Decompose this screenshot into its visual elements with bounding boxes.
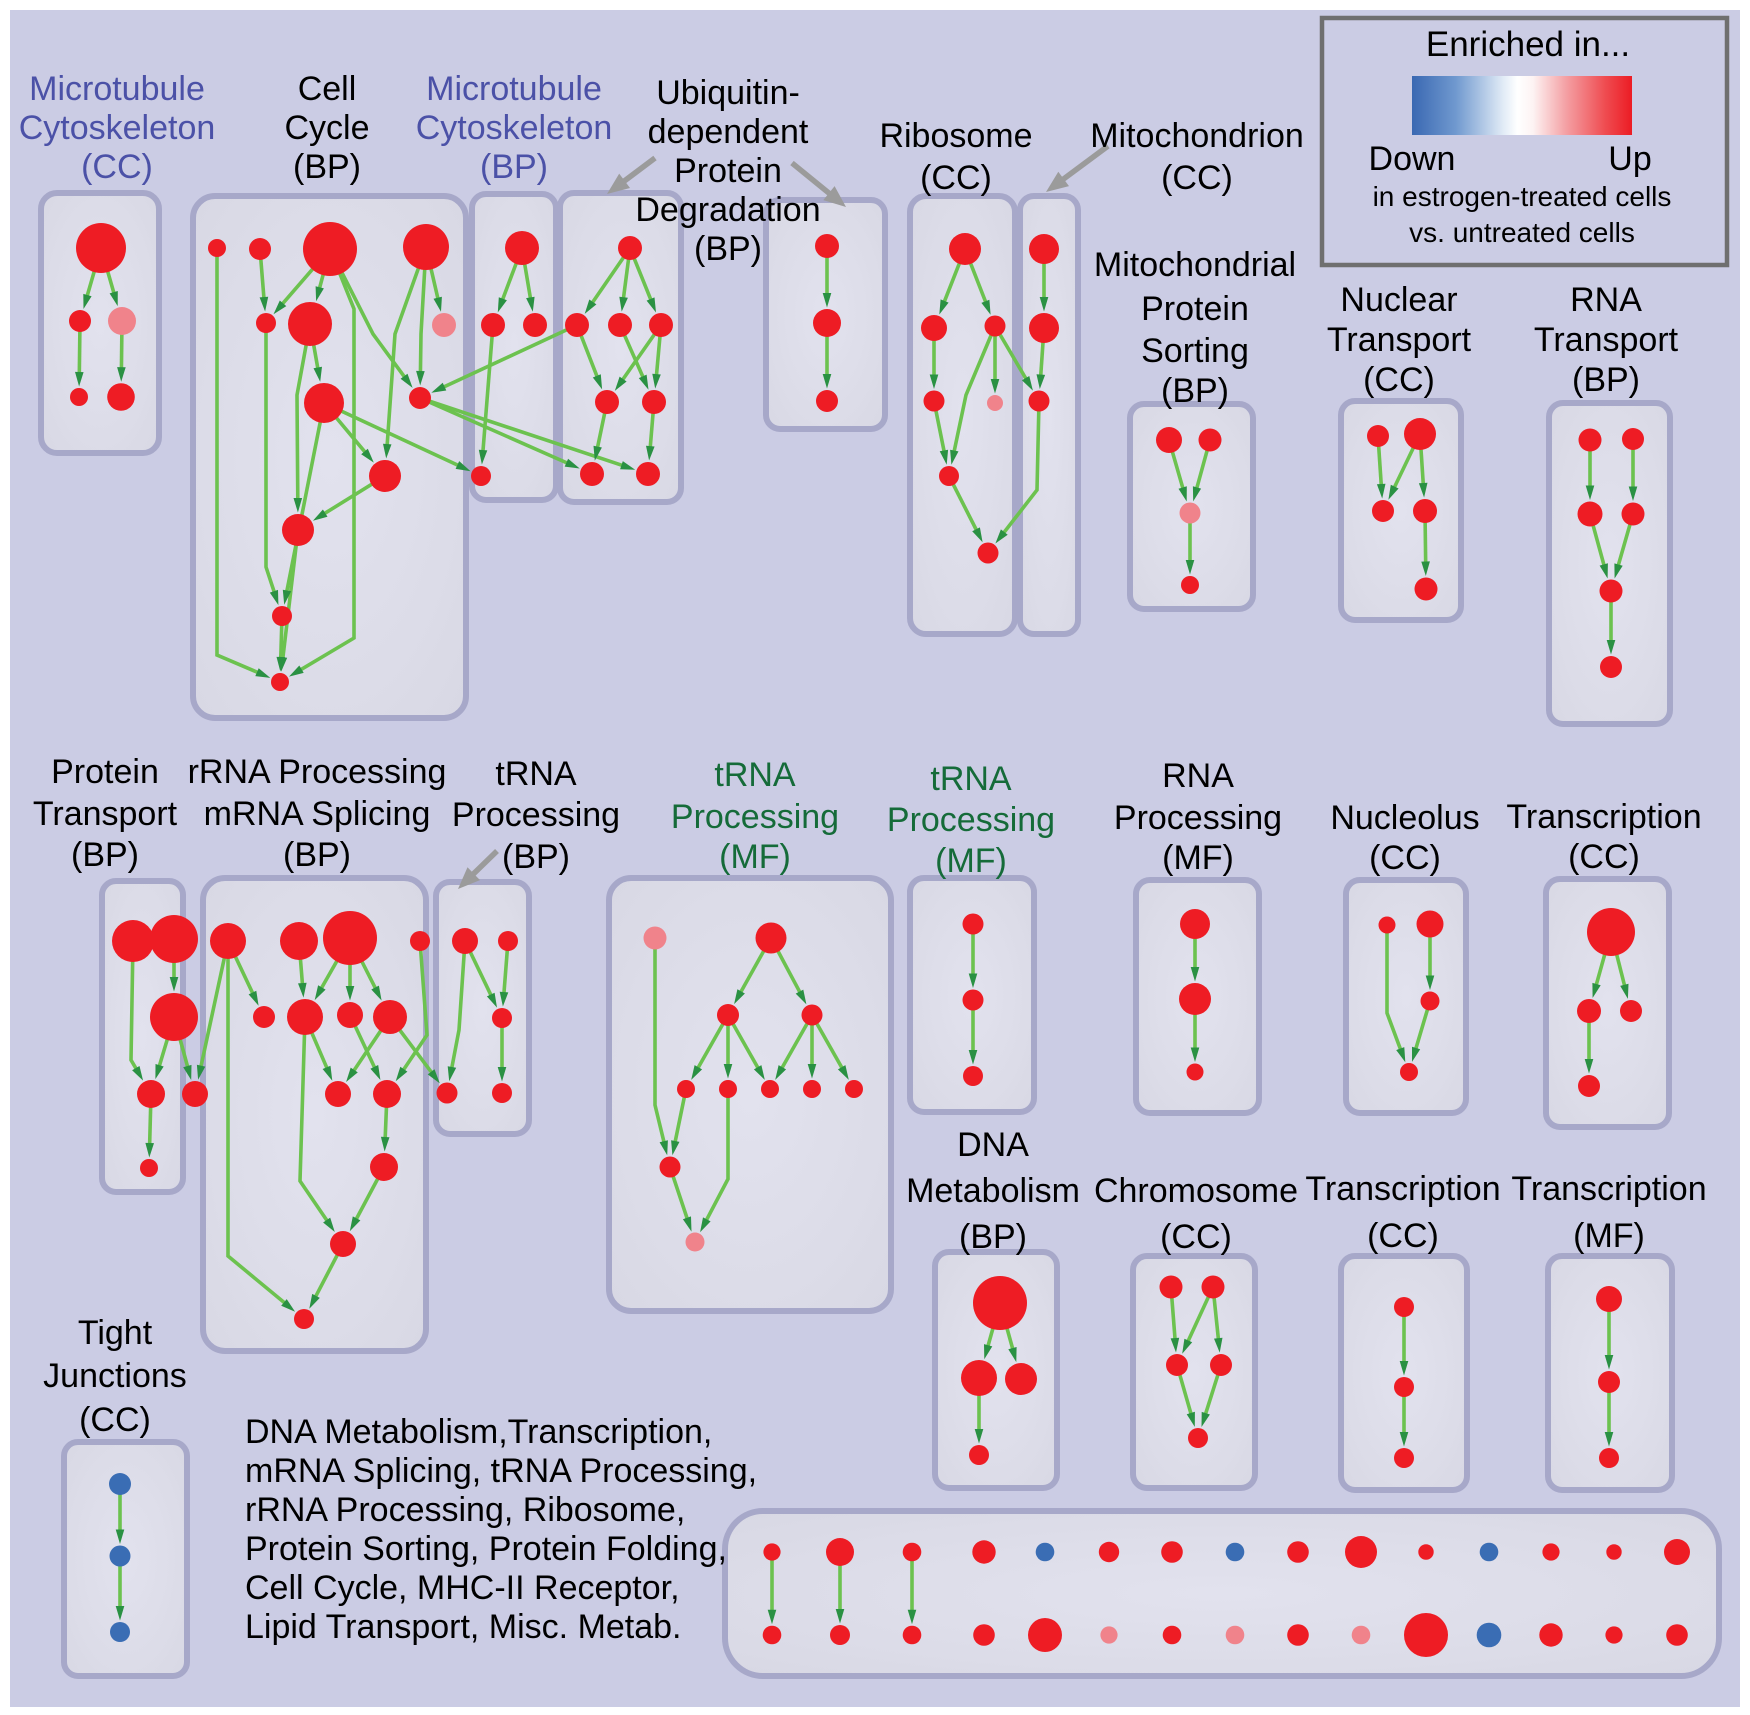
- svg-text:(BP): (BP): [959, 1218, 1027, 1256]
- svg-text:Up: Up: [1608, 140, 1651, 178]
- svg-text:Cell: Cell: [298, 70, 357, 108]
- svg-text:(BP): (BP): [1161, 372, 1229, 410]
- svg-text:Transport: Transport: [1327, 321, 1472, 359]
- svg-text:(MF): (MF): [1162, 839, 1234, 877]
- svg-text:(CC): (CC): [1369, 839, 1441, 877]
- svg-text:Ribosome: Ribosome: [879, 117, 1032, 155]
- svg-text:(CC): (CC): [79, 1401, 151, 1439]
- svg-text:Cycle: Cycle: [284, 109, 369, 147]
- svg-text:Cytoskeleton: Cytoskeleton: [19, 109, 216, 147]
- svg-text:(CC): (CC): [1367, 1217, 1439, 1255]
- svg-text:Transcription: Transcription: [1511, 1170, 1706, 1208]
- svg-text:(BP): (BP): [71, 836, 139, 874]
- svg-text:Processing: Processing: [1114, 799, 1282, 837]
- svg-text:Tight: Tight: [78, 1314, 153, 1352]
- svg-text:Junctions: Junctions: [43, 1357, 187, 1395]
- svg-text:Protein: Protein: [1141, 290, 1249, 328]
- svg-text:Cytoskeleton: Cytoskeleton: [416, 109, 613, 147]
- svg-text:Processing: Processing: [452, 796, 620, 834]
- svg-text:mRNA Splicing, tRNA Processing: mRNA Splicing, tRNA Processing,: [245, 1452, 757, 1490]
- svg-text:(BP): (BP): [293, 148, 361, 186]
- svg-text:(BP): (BP): [1572, 361, 1640, 399]
- svg-text:Metabolism: Metabolism: [906, 1172, 1080, 1210]
- svg-text:(CC): (CC): [1363, 361, 1435, 399]
- svg-text:(MF): (MF): [935, 842, 1007, 880]
- svg-text:Cell Cycle, MHC-II Receptor,: Cell Cycle, MHC-II Receptor,: [245, 1569, 680, 1607]
- svg-text:Mitochondrion: Mitochondrion: [1090, 117, 1304, 155]
- svg-text:Nucleolus: Nucleolus: [1330, 799, 1479, 837]
- svg-text:Nuclear: Nuclear: [1340, 281, 1457, 319]
- svg-text:(BP): (BP): [694, 230, 762, 268]
- svg-text:Microtubule: Microtubule: [29, 70, 205, 108]
- svg-text:Processing: Processing: [671, 798, 839, 836]
- svg-text:(CC): (CC): [81, 148, 153, 186]
- svg-text:Sorting: Sorting: [1141, 332, 1249, 370]
- svg-text:(CC): (CC): [920, 159, 992, 197]
- svg-text:Protein: Protein: [51, 753, 159, 791]
- svg-text:Transport: Transport: [33, 795, 178, 833]
- svg-text:Microtubule: Microtubule: [426, 70, 602, 108]
- svg-text:tRNA: tRNA: [495, 755, 577, 793]
- svg-text:Chromosome: Chromosome: [1094, 1172, 1298, 1210]
- svg-text:tRNA: tRNA: [714, 756, 796, 794]
- svg-text:(BP): (BP): [502, 838, 570, 876]
- svg-text:(BP): (BP): [283, 836, 351, 874]
- svg-text:(BP): (BP): [480, 148, 548, 186]
- svg-text:DNA Metabolism,Transcription,: DNA Metabolism,Transcription,: [245, 1413, 712, 1451]
- svg-text:Ubiquitin-: Ubiquitin-: [656, 74, 800, 112]
- svg-text:tRNA: tRNA: [930, 760, 1012, 798]
- svg-text:DNA: DNA: [957, 1126, 1029, 1164]
- svg-text:in estrogen-treated cells: in estrogen-treated cells: [1373, 181, 1672, 212]
- svg-text:Enriched in...: Enriched in...: [1426, 25, 1630, 64]
- svg-text:(MF): (MF): [719, 838, 791, 876]
- svg-text:vs. untreated cells: vs. untreated cells: [1409, 217, 1635, 248]
- svg-text:RNA: RNA: [1162, 757, 1234, 795]
- svg-text:(CC): (CC): [1160, 1218, 1232, 1256]
- svg-text:Protein: Protein: [674, 152, 782, 190]
- svg-text:dependent: dependent: [648, 113, 809, 151]
- svg-text:Down: Down: [1369, 140, 1456, 178]
- svg-text:Mitochondrial: Mitochondrial: [1094, 246, 1296, 284]
- svg-text:mRNA Splicing: mRNA Splicing: [204, 795, 431, 833]
- svg-text:(CC): (CC): [1161, 159, 1233, 197]
- svg-text:RNA: RNA: [1570, 281, 1642, 319]
- svg-text:(CC): (CC): [1568, 838, 1640, 876]
- svg-text:rRNA Processing: rRNA Processing: [188, 753, 447, 791]
- svg-text:Protein Sorting, Protein Foldi: Protein Sorting, Protein Folding,: [245, 1530, 727, 1568]
- svg-text:Degradation: Degradation: [635, 191, 820, 229]
- svg-text:Transport: Transport: [1534, 321, 1679, 359]
- svg-text:rRNA Processing, Ribosome,: rRNA Processing, Ribosome,: [245, 1491, 685, 1529]
- svg-text:Processing: Processing: [887, 801, 1055, 839]
- svg-text:Transcription: Transcription: [1506, 798, 1701, 836]
- svg-text:Transcription: Transcription: [1305, 1170, 1500, 1208]
- svg-text:Lipid Transport, Misc. Metab.: Lipid Transport, Misc. Metab.: [245, 1608, 682, 1646]
- svg-text:(MF): (MF): [1573, 1217, 1645, 1255]
